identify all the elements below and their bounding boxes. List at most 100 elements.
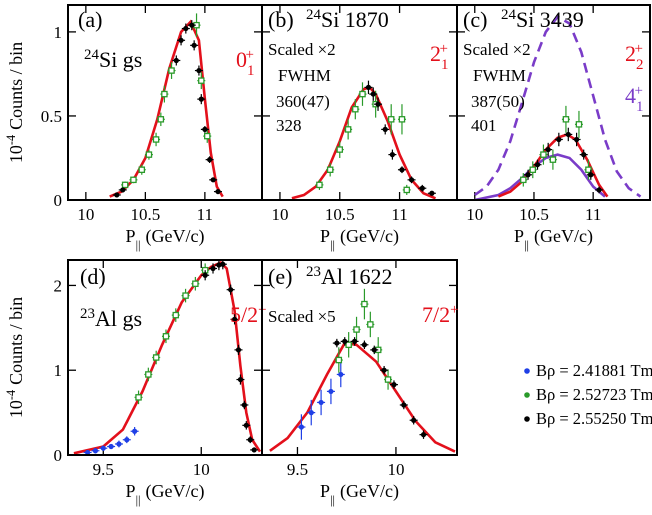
y-axis-label-part: 10 <box>6 145 26 163</box>
data-point <box>124 437 130 443</box>
data-point <box>573 136 580 143</box>
data-point <box>152 354 160 361</box>
fit-curve <box>474 15 642 198</box>
nucleus-label-part: 24 <box>306 7 321 23</box>
y-axis-label-part: 10 <box>6 400 26 418</box>
data-point <box>326 166 334 173</box>
y-tick-label: 1 <box>54 361 63 380</box>
note: 387(50) <box>471 92 525 111</box>
data-point <box>344 126 352 133</box>
x-axis-label-part: || <box>524 238 529 252</box>
data-point <box>375 101 381 107</box>
nucleus-label: 24Si 1870 <box>306 7 389 32</box>
x-axis-label-part: || <box>136 493 141 507</box>
data-point <box>529 166 537 173</box>
data-point <box>172 311 180 319</box>
nucleus-label: 24Si 3439 <box>501 7 584 32</box>
x-axis-label-part: (GeV/c) <box>340 226 399 247</box>
data-point <box>520 176 527 184</box>
data-point <box>202 272 208 278</box>
state-label-part: 0 <box>236 47 247 72</box>
data-point <box>183 25 189 32</box>
data-point <box>135 394 142 401</box>
state-label-part: 1 <box>636 99 643 115</box>
x-axis-label-part: (GeV/c) <box>340 481 399 502</box>
data-point <box>157 116 165 123</box>
y-tick-label: 0 <box>54 191 63 210</box>
nucleus-label-part: Al 1622 <box>321 264 393 289</box>
data-point <box>401 402 407 408</box>
data-point <box>534 162 541 168</box>
fit-curve <box>474 153 606 200</box>
data-point <box>243 422 249 428</box>
data-point <box>130 176 137 184</box>
x-tick-label: 11 <box>391 205 407 224</box>
y-axis-label: 10-4 Counts / bin <box>4 42 26 163</box>
data-point <box>207 157 213 163</box>
data-point <box>370 91 376 97</box>
x-tick-label: 10 <box>271 205 288 224</box>
data-point <box>429 190 435 196</box>
data-point <box>345 341 352 349</box>
data-point <box>365 84 372 90</box>
data-point <box>316 181 323 189</box>
x-axis-label-part: || <box>330 238 335 252</box>
data-point <box>92 448 99 454</box>
nucleus-label-part: 24 <box>501 7 516 23</box>
nucleus-label: 23Al 1622 <box>306 264 392 289</box>
data-point <box>161 90 168 98</box>
note: 360(47) <box>276 92 330 111</box>
x-tick-label: 9.5 <box>287 460 308 479</box>
data-point <box>361 300 368 308</box>
data-point <box>116 441 122 447</box>
data-point <box>196 67 202 74</box>
data-point <box>178 37 184 43</box>
x-tick-label: 10 <box>77 205 94 224</box>
state-label-part: + <box>245 47 253 63</box>
y-tick-label: 0.5 <box>41 107 62 126</box>
data-point <box>398 116 406 123</box>
state-label: 41+ <box>625 83 643 115</box>
panel-label: (e) <box>268 264 292 289</box>
panel: 10 10.5 11 (b) Scaled ×2 FWHM 360(47) 328 <box>261 4 458 224</box>
y-axis-label-part: -4 <box>4 390 18 400</box>
x-axis-label-part: || <box>136 238 141 252</box>
data-point <box>108 443 114 450</box>
data-point <box>138 166 146 173</box>
state-label-part: + <box>439 41 447 57</box>
state-label-part: + <box>634 83 642 99</box>
data-point <box>596 187 602 193</box>
state-label: 7/2+ <box>422 302 459 327</box>
data-point <box>408 177 415 183</box>
data-point <box>228 287 234 293</box>
state-label-part: 5/2 <box>230 302 258 327</box>
y-axis-label-part: Counts / bin <box>6 42 26 130</box>
data-point <box>371 347 377 353</box>
data-point <box>525 172 531 178</box>
data-point <box>168 67 175 74</box>
x-tick-label: 11 <box>585 205 601 224</box>
data-point <box>132 428 138 434</box>
data-point <box>403 186 411 194</box>
data-point <box>359 90 366 98</box>
nucleus-label-part: 24 <box>84 47 99 63</box>
note: FWHM <box>278 66 331 85</box>
y-axis-label-part: -4 <box>4 135 18 145</box>
x-tick-label: 10.5 <box>325 205 355 224</box>
data-point <box>556 136 562 143</box>
panel-label: (b) <box>268 7 294 32</box>
panel-label: (a) <box>78 7 102 32</box>
nucleus-label: 23Al gs <box>80 306 142 331</box>
state-label-part: 1 <box>247 63 254 79</box>
state-label-part: 2 <box>636 57 643 73</box>
data-point <box>361 342 368 348</box>
data-point <box>588 172 594 178</box>
x-axis-label: P|| (GeV/c) <box>126 226 205 252</box>
x-axis-label-part: P <box>320 481 330 501</box>
data-point <box>562 116 570 123</box>
x-axis-label-part: P <box>126 481 136 501</box>
data-point <box>382 126 388 132</box>
y-axis-label-part: Counts / bin <box>6 297 26 385</box>
legend-label: Bρ = 2.55250 Tm <box>536 409 652 428</box>
x-tick-label: 10.5 <box>519 205 549 224</box>
